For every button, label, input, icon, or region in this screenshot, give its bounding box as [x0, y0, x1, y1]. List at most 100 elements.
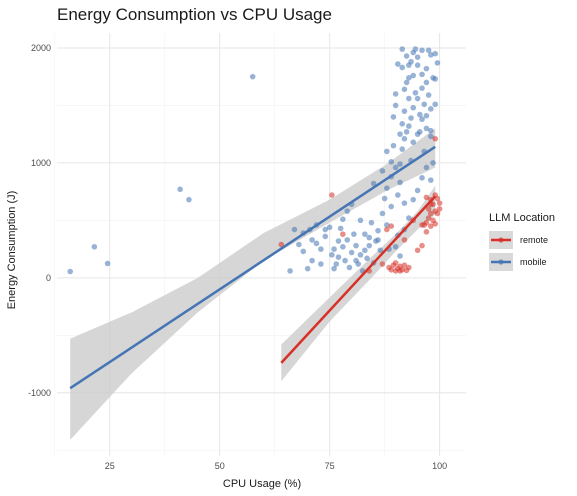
data-point-mobile [357, 217, 364, 224]
data-point-mobile [399, 64, 406, 71]
data-point-mobile [399, 121, 406, 127]
data-point-mobile [392, 91, 399, 97]
data-point-mobile [335, 238, 342, 244]
data-point-mobile [397, 179, 403, 186]
data-point-mobile [384, 222, 390, 228]
data-point-mobile [410, 72, 417, 79]
data-point-remote [419, 242, 425, 249]
data-point-mobile [370, 180, 377, 187]
y-tick-label: 1000 [31, 158, 51, 168]
data-point-mobile [419, 71, 425, 78]
data-point-mobile [353, 242, 359, 249]
data-point-remote [419, 222, 425, 228]
data-point-mobile [406, 215, 412, 221]
data-point-mobile [397, 131, 403, 137]
data-point-mobile [414, 54, 421, 60]
data-point-mobile [434, 60, 441, 66]
x-axis-label: CPU Usage (%) [223, 478, 301, 490]
data-point-mobile [384, 185, 390, 191]
data-point-mobile [348, 249, 355, 256]
data-point-mobile [384, 148, 390, 155]
data-point-mobile [419, 116, 425, 123]
data-point-mobile [397, 161, 403, 167]
data-point-remote [423, 229, 430, 235]
data-point-mobile [335, 254, 342, 260]
data-point-mobile [392, 164, 399, 171]
data-point-mobile [423, 79, 430, 86]
data-point-remote [428, 223, 434, 229]
data-point-mobile [423, 112, 430, 119]
data-point-mobile [428, 127, 434, 134]
data-point-mobile [366, 234, 373, 241]
data-point-mobile [428, 106, 434, 112]
data-point-mobile [344, 208, 351, 214]
y-axis-ticks: -1000 0 1000 2000 [28, 43, 51, 398]
data-point-mobile [397, 253, 403, 259]
data-point-mobile [401, 86, 408, 93]
chart-title: Energy Consumption vs CPU Usage [57, 5, 332, 24]
data-point-mobile [410, 139, 417, 145]
data-point-mobile [395, 61, 401, 67]
data-point-mobile [300, 248, 307, 255]
data-point-mobile [410, 104, 417, 111]
data-point-remote [425, 206, 432, 212]
data-point-mobile [337, 225, 344, 232]
data-point-mobile [318, 246, 324, 252]
data-point-remote [432, 221, 439, 227]
data-point-mobile [425, 92, 432, 98]
data-point-mobile [104, 260, 111, 267]
data-point-mobile [296, 241, 302, 248]
data-point-remote [414, 247, 421, 254]
data-point-mobile [423, 65, 430, 72]
data-point-mobile [428, 52, 434, 58]
data-point-remote [340, 231, 346, 237]
x-tick-label: 25 [105, 461, 115, 471]
data-point-mobile [408, 115, 414, 121]
data-point-mobile [322, 233, 329, 240]
data-point-mobile [313, 240, 320, 247]
data-point-mobile [430, 75, 436, 81]
data-point-mobile [346, 264, 353, 271]
data-point-mobile [249, 73, 256, 80]
trend-lines [69, 145, 437, 390]
data-point-remote [428, 210, 434, 217]
data-point-mobile [333, 261, 340, 267]
data-point-remote [388, 223, 395, 229]
data-point-mobile [351, 231, 357, 237]
data-point-mobile [342, 257, 348, 264]
data-point-mobile [390, 142, 397, 149]
data-point-mobile [318, 261, 324, 267]
data-point-mobile [326, 224, 333, 231]
data-point-mobile [91, 243, 98, 250]
data-point-mobile [366, 242, 373, 249]
data-point-mobile [375, 237, 381, 243]
data-point-remote [436, 206, 443, 212]
data-point-mobile [177, 186, 183, 193]
data-point-mobile [432, 50, 439, 57]
data-point-mobile [401, 108, 408, 114]
data-point-remote [423, 194, 430, 201]
legend-label-remote: remote [520, 235, 548, 245]
data-point-mobile [368, 219, 375, 226]
data-point-remote [406, 264, 412, 271]
data-point-mobile [381, 195, 388, 202]
data-point-mobile [399, 46, 406, 52]
data-point-mobile [412, 89, 419, 96]
data-point-mobile [309, 257, 315, 264]
legend-label-mobile: mobile [520, 257, 547, 267]
data-point-remote [434, 210, 441, 217]
data-point-mobile [392, 243, 399, 250]
data-point-mobile [375, 227, 381, 234]
data-point-mobile [406, 123, 412, 129]
data-point-mobile [390, 114, 397, 120]
data-point-mobile [403, 129, 410, 135]
data-point-mobile [362, 231, 368, 237]
data-point-mobile [353, 257, 359, 264]
legend-key-point-mobile [498, 259, 504, 265]
data-point-remote [384, 226, 390, 233]
data-point-mobile [430, 160, 436, 166]
data-point-remote [379, 261, 386, 267]
data-point-mobile [403, 53, 410, 59]
data-point-mobile [421, 101, 428, 108]
data-point-mobile [403, 79, 410, 86]
